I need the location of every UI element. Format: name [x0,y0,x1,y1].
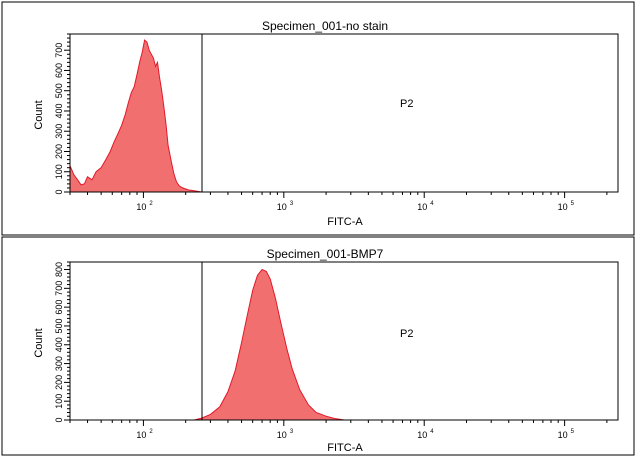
x-tick-exponent: 2 [149,429,153,435]
x-tick-label: 10 [136,202,146,212]
x-axis-ticks: 10 2 10 3 10 4 10 5 [69,420,608,440]
x-tick-exponent: 4 [430,429,434,435]
y-tick-label: 300 [54,124,64,139]
y-axis-ticks: 0 100 200 300 400 500 600 700 800 [54,261,70,423]
y-tick-label: 400 [54,337,64,352]
x-axis-title: FITC-A [327,442,363,454]
x-tick-exponent: 5 [571,429,575,435]
histogram-area [69,39,202,193]
y-tick-label: 200 [54,144,64,159]
y-axis-ticks: 0 100 200 300 400 500 600 700 [54,33,70,195]
histogram-area [194,268,345,421]
y-tick-label: 600 [54,300,64,315]
y-tick-label: 100 [54,394,64,409]
x-axis-ticks: 10 2 10 3 10 4 10 5 [69,192,608,212]
plot-frame [69,261,619,421]
y-tick-label: 700 [54,43,64,58]
y-tick-label: 500 [54,318,64,333]
y-tick-label: 300 [54,356,64,371]
gate-label: P2 [400,98,413,110]
y-tick-label: 400 [54,103,64,118]
y-axis-title: Count [33,328,45,357]
chart-title: Specimen_001-BMP7 [267,247,384,261]
y-tick-label: 800 [54,262,64,277]
x-tick-label: 10 [558,202,568,212]
gate-label: P2 [400,328,413,340]
x-tick-exponent: 3 [290,201,294,207]
x-tick-label: 10 [277,202,287,212]
panel-frame [1,1,635,236]
x-tick-label: 10 [277,430,287,440]
histogram-panel-1: Specimen_001-no stain Count 010020030040… [1,1,635,236]
y-tick-label: 700 [54,281,64,296]
chart-title: Specimen_001-no stain [262,19,388,33]
y-axis-title: Count [33,100,45,129]
y-tick-label: 500 [54,83,64,98]
x-tick-exponent: 5 [571,201,575,207]
histogram-series [69,39,202,193]
histogram-panel-2: Specimen_001-BMP7 Count 0 100 200 300 400 500… [1,236,635,456]
y-tick-label: 200 [54,375,64,390]
x-tick-label: 10 [417,430,427,440]
x-tick-label: 10 [417,202,427,212]
histogram-series [194,268,345,421]
y-tick-label: 0 [54,417,64,422]
x-axis-title: FITC-A [327,216,363,228]
y-tick-label: 0 [54,189,64,194]
x-tick-exponent: 3 [290,429,294,435]
panel-frame [1,236,635,456]
x-tick-exponent: 4 [430,201,434,207]
x-tick-label: 10 [136,430,146,440]
y-tick-label: 600 [54,63,64,78]
x-tick-exponent: 2 [149,201,153,207]
plot-frame [69,33,619,193]
x-tick-label: 10 [558,430,568,440]
y-tick-label: 100 [54,164,64,179]
